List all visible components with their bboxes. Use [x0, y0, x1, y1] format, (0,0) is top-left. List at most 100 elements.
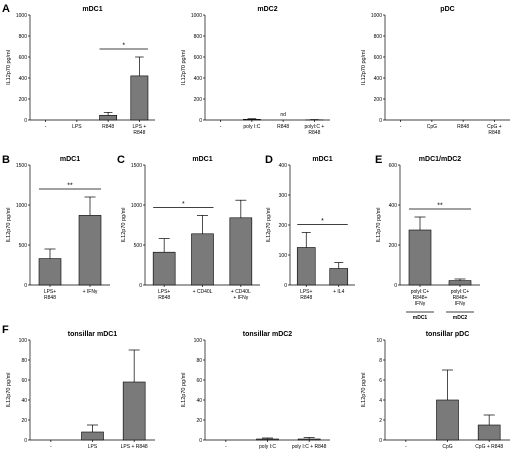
y-tick-label: 600	[19, 55, 28, 61]
x-tick-label: -	[50, 444, 52, 450]
x-tick-label: + IFNγ	[83, 289, 98, 295]
x-tick-label: R848	[102, 124, 114, 130]
chart-title: tonsillar pDC	[426, 331, 470, 338]
y-tick-label: 60	[21, 378, 27, 384]
bar	[296, 247, 316, 286]
chart-title: mDC1	[192, 156, 212, 163]
x-tick-label: CpG	[442, 444, 452, 450]
y-tick-label: 400	[194, 76, 203, 82]
bar	[78, 215, 102, 286]
panel-a2: mDC2 0 200 400 600 800 1000 IL12p70 pg/ml - poly …	[181, 6, 330, 136]
y-tick-label: 0	[379, 118, 382, 124]
y-tick-label: 1000	[131, 203, 142, 209]
y-axis-label: IL12p70 pg/ml	[361, 373, 367, 408]
y-tick-label: 400	[19, 76, 28, 82]
x-tick-label: -	[45, 124, 47, 130]
y-tick-label: 1000	[371, 13, 382, 19]
y-tick-label: 6	[379, 378, 382, 384]
chart-title: pDC	[440, 6, 454, 13]
y-tick-label: 0	[379, 438, 382, 444]
x-tick-label: R848	[277, 124, 289, 130]
x-tick-label: LPS+ R848	[300, 289, 312, 301]
panel-label: E	[375, 154, 382, 166]
nd-label: nd	[280, 112, 286, 118]
x-tick-label: LPS+ R848	[158, 289, 170, 301]
x-tick-label: polyI:C+ R848+ IFNγ	[411, 289, 430, 307]
y-tick-label: 0	[394, 283, 397, 289]
y-tick-label: 20	[196, 418, 202, 424]
y-tick-label: 200	[374, 97, 383, 103]
y-tick-label: 500	[134, 243, 143, 249]
bar	[297, 438, 321, 441]
significance-label: *	[182, 201, 185, 208]
y-tick-label: 20	[21, 418, 27, 424]
y-tick-label: 100	[194, 338, 203, 344]
y-axis-label: IL12p70 pg/ml	[376, 208, 382, 243]
y-tick-label: 1500	[16, 163, 27, 169]
x-tick-label: poly I:C + R848+ IFNγ	[292, 444, 327, 450]
x-tick-label: R848	[457, 124, 469, 130]
significance-label: **	[437, 203, 443, 210]
y-axis-label: IL12p70 pg/ml	[6, 373, 12, 408]
y-tick-label: 0	[24, 118, 27, 124]
x-tick-label: + CD40L	[193, 289, 213, 295]
y-tick-label: 0	[24, 283, 27, 289]
y-tick-label: 40	[21, 398, 27, 404]
y-tick-label: 600	[389, 163, 398, 169]
y-tick-label: 2	[379, 418, 382, 424]
y-tick-label: 500	[19, 243, 28, 249]
x-tick-label: CpG	[427, 124, 437, 130]
y-tick-label: 0	[199, 438, 202, 444]
bar	[99, 114, 118, 121]
y-tick-label: 0	[24, 438, 27, 444]
bar	[242, 119, 261, 121]
panel-label: C	[117, 154, 125, 166]
chart-title: mDC1	[312, 156, 332, 163]
panel-label: F	[2, 324, 9, 336]
y-tick-label: 200	[19, 97, 28, 103]
group-label: mDC1	[413, 315, 428, 321]
x-tick-label: LPS + R848	[132, 124, 146, 136]
y-tick-label: 4	[379, 398, 382, 404]
panel-a3: pDC 0 200 400 600 800 1000 IL12p70 pg/ml - CpG R84…	[361, 6, 510, 136]
y-tick-label: 200	[194, 97, 203, 103]
significance-label: **	[67, 183, 73, 190]
y-axis-label: IL12p70 pg/ml	[266, 208, 272, 243]
x-tick-label: poly I:C	[259, 444, 276, 450]
y-axis-label: IL12p70 pg/ml	[121, 208, 127, 243]
bar	[81, 431, 104, 441]
y-tick-label: 8	[379, 358, 382, 364]
y-tick-label: 800	[19, 34, 28, 40]
y-axis-label: IL12p70 pg/ml	[181, 50, 187, 85]
y-tick-label: 800	[374, 34, 383, 40]
y-axis-label: IL12p70 pg/ml	[361, 50, 367, 85]
y-axis-label: IL12p70 pg/ml	[6, 208, 12, 243]
y-tick-label: 100	[19, 338, 28, 344]
x-tick-label: + IL4	[333, 289, 344, 295]
y-tick-label: 300	[279, 193, 288, 199]
bar	[329, 268, 349, 286]
y-tick-label: 400	[279, 163, 288, 169]
y-tick-label: 40	[196, 398, 202, 404]
bar	[256, 438, 279, 441]
y-tick-label: 1000	[16, 13, 27, 19]
y-tick-label: 600	[374, 55, 383, 61]
panel-f2: tonsillar mDC2 0 20 40 60 80 100 IL12p70 pg/ml -…	[181, 331, 330, 450]
panel-label: A	[2, 3, 10, 15]
x-tick-label: polyI:C+ R848+ IFNγ	[451, 289, 470, 307]
x-tick-label: CpG + R848+ IFNγ	[475, 444, 503, 450]
significance-label: *	[122, 43, 125, 50]
y-tick-label: 200	[279, 223, 288, 229]
x-tick-label: -	[220, 124, 222, 130]
x-tick-label: LPS	[88, 444, 98, 450]
panel-label: D	[265, 154, 273, 166]
y-tick-label: 1500	[131, 163, 142, 169]
bar	[436, 399, 459, 441]
panel-f3: tonsillar pDC 0 2 4 6 8 10 IL12p70 pg/ml - CpG CpG…	[361, 331, 510, 450]
bar	[477, 424, 501, 441]
x-tick-label: -	[225, 444, 227, 450]
